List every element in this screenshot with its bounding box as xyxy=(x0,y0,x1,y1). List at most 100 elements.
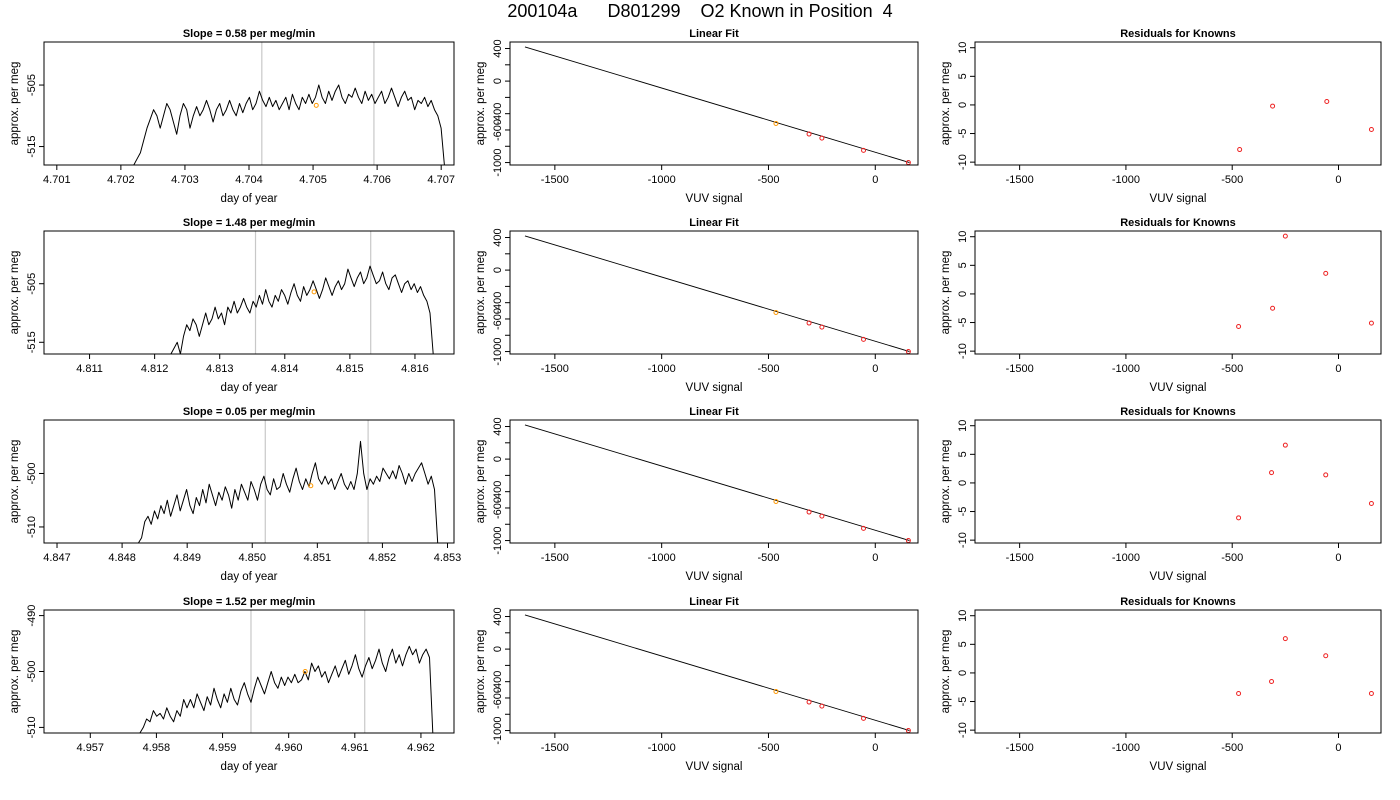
y-tick-label: 0 xyxy=(492,267,504,273)
panel-title: Residuals for Knowns xyxy=(1120,217,1236,229)
x-tick-label: -1500 xyxy=(1006,742,1034,754)
x-tick-label: -1500 xyxy=(1006,174,1034,186)
data-point xyxy=(819,703,825,709)
x-axis-label: VUV signal xyxy=(1150,382,1207,394)
x-tick-label: 4.849 xyxy=(173,552,201,564)
page-title: 200104a D801299 O2 Known in Position 4 xyxy=(507,1,893,21)
x-tick-label: -500 xyxy=(757,742,779,754)
x-tick-label: -1000 xyxy=(1112,742,1140,754)
plot-frame xyxy=(43,419,455,544)
panel-0-2: Residuals for Knowns -1500 -1000 -500 0 -10 -5… xyxy=(940,28,1382,205)
y-tick-label: 0 xyxy=(492,78,504,84)
x-tick-label: 0 xyxy=(1335,363,1341,375)
y-axis-label: approx. per meg xyxy=(475,62,487,146)
data-trace xyxy=(170,265,434,354)
panel-1-2: Residuals for Knowns -1500 -1000 -500 0 -10 -5… xyxy=(940,217,1382,394)
x-tick-label: 4.960 xyxy=(275,742,303,754)
data-point xyxy=(313,102,319,108)
x-axis-label: VUV signal xyxy=(1150,571,1207,583)
x-tick-label: -1500 xyxy=(1006,363,1034,375)
x-tick-label: 0 xyxy=(872,363,878,375)
y-tick-label: -400 xyxy=(492,481,504,503)
data-point xyxy=(1368,501,1374,507)
x-tick-label: 4.957 xyxy=(77,742,105,754)
y-tick-label: -505 xyxy=(26,273,38,295)
x-tick-label: 4.852 xyxy=(369,552,397,564)
x-tick-label: -500 xyxy=(757,174,779,186)
x-tick-label: 0 xyxy=(872,552,878,564)
y-tick-label: 5 xyxy=(957,641,969,647)
data-point xyxy=(1236,324,1242,330)
data-point xyxy=(1270,305,1276,311)
x-tick-label: -1000 xyxy=(648,552,676,564)
x-tick-label: 4.706 xyxy=(363,174,391,186)
plot-frame xyxy=(509,230,919,355)
data-point xyxy=(1282,233,1288,239)
y-tick-label: -515 xyxy=(26,331,38,353)
data-point xyxy=(1236,515,1242,521)
x-axis-label: day of year xyxy=(221,761,278,773)
x-tick-label: 4.811 xyxy=(76,363,103,375)
fit-line xyxy=(524,424,910,541)
x-axis-label: day of year xyxy=(221,571,278,583)
plot-frame xyxy=(43,41,455,166)
x-axis-label: VUV signal xyxy=(686,193,743,205)
y-tick-label: 400 xyxy=(492,228,504,246)
y-tick-label: -5 xyxy=(957,318,969,328)
y-tick-label: -400 xyxy=(492,671,504,693)
x-axis-label: VUV signal xyxy=(1150,761,1207,773)
y-tick-label: -5 xyxy=(957,129,969,139)
y-tick-label: -515 xyxy=(26,136,38,158)
x-axis-label: VUV signal xyxy=(686,382,743,394)
x-tick-label: 4.851 xyxy=(304,552,332,564)
y-tick-label: -1000 xyxy=(492,526,504,554)
panel-title: Residuals for Knowns xyxy=(1120,596,1236,608)
x-tick-label: -1500 xyxy=(541,742,569,754)
y-tick-label: -5 xyxy=(957,507,969,517)
x-tick-label: 4.962 xyxy=(407,742,435,754)
y-axis-label: approx. per meg xyxy=(940,630,952,714)
data-point xyxy=(806,131,812,137)
plot-frame xyxy=(509,41,919,166)
panel-title: Linear Fit xyxy=(689,596,739,608)
x-tick-label: 4.816 xyxy=(401,363,429,375)
y-tick-label: 400 xyxy=(492,607,504,625)
data-trace xyxy=(139,645,434,733)
panel-3-0: Slope = 1.52 per meg/min 4.957 4.958 4.959 4… xyxy=(9,596,455,773)
x-tick-label: 4.959 xyxy=(209,742,237,754)
x-tick-label: -500 xyxy=(757,552,779,564)
y-tick-label: 5 xyxy=(957,451,969,457)
y-tick-label: -5 xyxy=(957,697,969,707)
plot-frame xyxy=(509,419,919,544)
x-tick-label: -500 xyxy=(1221,742,1243,754)
x-tick-label: 4.812 xyxy=(141,363,169,375)
plot-frame xyxy=(974,609,1382,734)
x-tick-label: -500 xyxy=(757,363,779,375)
x-tick-label: -1000 xyxy=(648,742,676,754)
x-tick-label: 4.701 xyxy=(43,174,71,186)
y-tick-label: 0 xyxy=(492,456,504,462)
x-axis-label: VUV signal xyxy=(686,571,743,583)
data-point xyxy=(861,147,867,153)
y-tick-label: 10 xyxy=(957,231,969,243)
data-point xyxy=(1323,472,1329,478)
plot-frame xyxy=(974,230,1382,355)
data-point xyxy=(1282,636,1288,642)
x-tick-label: -1500 xyxy=(541,363,569,375)
data-point xyxy=(819,513,825,519)
data-trace xyxy=(130,84,445,165)
y-tick-label: 400 xyxy=(492,39,504,57)
panel-3-1: Linear Fit -1500 -1000 -500 0 -1000 -600-400 0 4… xyxy=(475,596,919,773)
x-tick-label: 4.850 xyxy=(238,552,266,564)
y-axis-label: approx. per meg xyxy=(475,630,487,714)
data-point xyxy=(819,135,825,141)
y-tick-label: 5 xyxy=(957,262,969,268)
fit-line xyxy=(524,46,910,163)
panel-title: Linear Fit xyxy=(689,406,739,418)
x-axis-label: VUV signal xyxy=(686,761,743,773)
data-point xyxy=(1368,127,1374,133)
data-trace xyxy=(137,440,439,543)
x-tick-label: 4.707 xyxy=(427,174,455,186)
data-point xyxy=(773,309,779,315)
plot-frame xyxy=(509,609,919,734)
